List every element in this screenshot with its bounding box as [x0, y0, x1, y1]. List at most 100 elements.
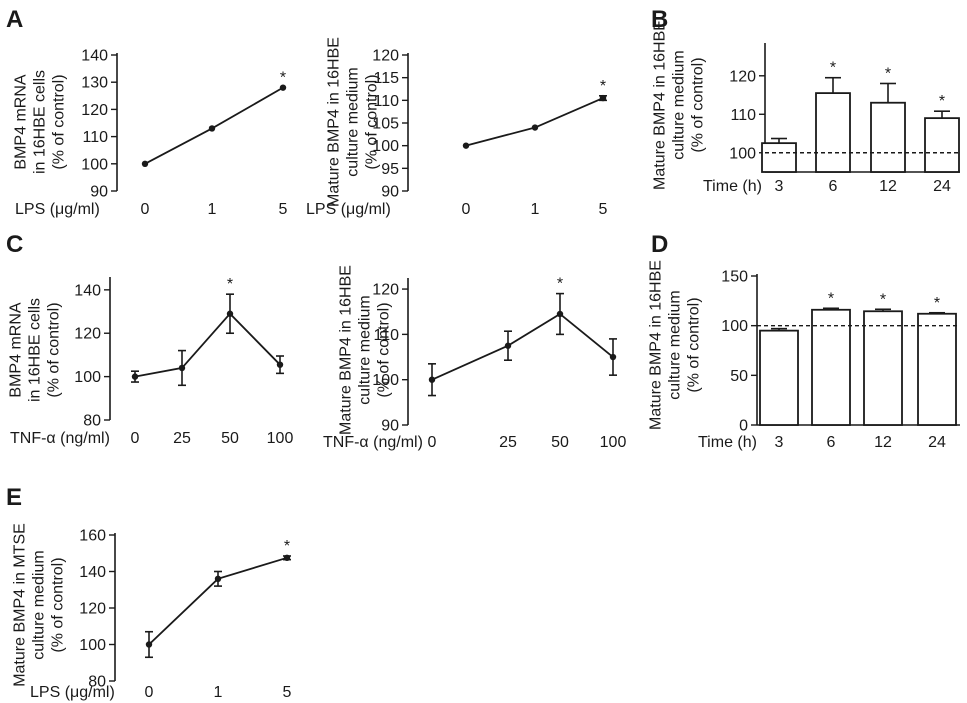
x-tick-label-d-12: 12	[874, 434, 892, 451]
x-tick-label-c2-25: 25	[499, 434, 517, 451]
data-point-c2-0	[428, 376, 436, 383]
bar-d-6	[811, 308, 851, 426]
y-axis-title-c2-line-2: culture medium	[357, 295, 374, 404]
data-point-e-1	[214, 575, 222, 582]
panel-label-b: B	[651, 6, 668, 33]
data-point-e-5	[283, 554, 291, 562]
x-tick-label-b-12: 12	[879, 178, 897, 195]
y-tick-label-a2-90: 90	[381, 184, 399, 201]
data-point-a2-5	[599, 94, 607, 102]
y-axis-title-e-line-1: Mature BMP4 in MTSE	[12, 523, 29, 687]
x-axis-title-d: Time (h)	[698, 434, 757, 451]
data-point-c2-100	[609, 353, 617, 361]
y-axis-title-d-line-1: Mature BMP4 in 16HBE	[648, 260, 665, 430]
bar-b-12	[870, 101, 906, 173]
significance-marker-a1-5: *	[280, 70, 286, 87]
x-tick-label-a2-1: 1	[531, 201, 540, 218]
significance-marker-b-24: *	[939, 93, 945, 110]
x-tick-label-c1-0: 0	[131, 430, 140, 447]
x-tick-label-c2-50: 50	[551, 434, 569, 451]
y-tick-label-a2-120: 120	[372, 48, 399, 65]
significance-marker-e-5: *	[284, 538, 290, 555]
y-tick-label-c2-110: 110	[373, 327, 399, 344]
x-tick-label-e-5: 5	[283, 684, 292, 701]
y-tick-label-d-50: 50	[730, 368, 748, 385]
y-axis-title-a2-line-2: culture medium	[345, 67, 362, 176]
data-point-a1-0	[141, 160, 149, 167]
y-tick-label-a1-90: 90	[90, 184, 108, 201]
significance-marker-a2-5: *	[600, 78, 606, 95]
data-point-a1-5	[279, 84, 287, 91]
y-tick-label-c1-80: 80	[83, 413, 101, 430]
y-axis-title-b-line-1: Mature BMP4 in 16HBE	[652, 20, 669, 190]
x-tick-label-a1-5: 5	[279, 201, 288, 218]
y-tick-label-d-150: 150	[721, 269, 748, 286]
y-tick-label-c1-140: 140	[74, 282, 101, 299]
significance-marker-b-12: *	[885, 65, 891, 82]
data-point-c2-25	[504, 342, 512, 349]
bar-b-3	[761, 142, 797, 173]
x-tick-label-c1-50: 50	[221, 430, 239, 447]
y-axis-title-d-line-2: culture medium	[667, 290, 684, 399]
y-tick-label-a1-130: 130	[81, 75, 108, 92]
y-tick-label-a2-95: 95	[381, 161, 399, 178]
significance-marker-d-12: *	[880, 291, 886, 308]
y-tick-label-d-0: 0	[739, 418, 748, 435]
data-point-c1-25	[178, 364, 186, 372]
significance-marker-b-6: *	[830, 60, 836, 77]
data-point-e-0	[145, 641, 153, 648]
bar-b-24	[924, 117, 960, 173]
y-tick-label-a2-100: 100	[372, 138, 399, 155]
x-axis-title-e: LPS (μg/ml)	[30, 684, 115, 701]
y-tick-label-d-100: 100	[721, 318, 748, 335]
y-axis-title-a2-line-1: Mature BMP4 in 16HBE	[326, 37, 343, 207]
y-axis-title-c1-line-1: BMP4 mRNA	[8, 302, 25, 397]
x-tick-label-c2-100: 100	[600, 434, 627, 451]
x-tick-label-a2-5: 5	[599, 201, 608, 218]
x-axis-title-a2: LPS (μg/ml)	[306, 201, 391, 218]
bar-d-24	[917, 312, 957, 426]
x-tick-label-a1-1: 1	[208, 201, 217, 218]
y-axis-title-a1-line-2: in 16HBE cells	[32, 70, 49, 174]
panel-label-e: E	[6, 484, 22, 511]
bar-d-3	[759, 329, 799, 426]
y-axis-title-c1-line-2: in 16HBE cells	[27, 298, 44, 402]
y-tick-label-a1-110: 110	[82, 129, 108, 146]
y-tick-label-c1-120: 120	[74, 326, 101, 343]
x-tick-label-e-0: 0	[145, 684, 154, 701]
bar-b-6	[815, 92, 851, 173]
y-axis-title-b-line-3: (% of control)	[690, 57, 707, 152]
series-line-a1	[144, 86, 284, 165]
x-tick-label-a1-0: 0	[141, 201, 150, 218]
significance-marker-d-24: *	[934, 295, 940, 312]
x-tick-label-d-24: 24	[928, 434, 946, 451]
y-tick-label-b-100: 100	[729, 145, 756, 162]
y-axis-title-b-line-2: culture medium	[671, 50, 688, 159]
series-line-a2	[465, 97, 604, 147]
series-line-c2	[431, 312, 614, 381]
data-point-c1-0	[131, 373, 139, 380]
x-axis-title-c1: TNF-α (ng/ml)	[10, 430, 110, 447]
x-axis-title-a1: LPS (μg/ml)	[15, 201, 100, 218]
y-axis-title-e-line-3: (% of control)	[50, 557, 67, 652]
y-tick-label-a2-105: 105	[372, 116, 399, 133]
data-point-c1-50	[226, 310, 234, 317]
y-axis-title-c2-line-1: Mature BMP4 in 16HBE	[338, 265, 355, 435]
x-tick-label-b-24: 24	[933, 178, 951, 195]
y-tick-label-a2-115: 115	[373, 70, 399, 87]
significance-marker-c1-50: *	[227, 276, 233, 293]
x-axis-title-c2: TNF-α (ng/ml)	[323, 434, 423, 451]
panel-label-d: D	[651, 231, 668, 258]
y-axis-title-c2-line-3: (% of control)	[376, 302, 393, 397]
y-tick-label-e-120: 120	[79, 601, 106, 618]
y-tick-label-e-80: 80	[88, 674, 106, 691]
data-point-a1-1	[208, 125, 216, 132]
series-line-c1	[134, 312, 281, 378]
y-axis-title-a1-line-3: (% of control)	[51, 74, 68, 169]
x-tick-label-c1-25: 25	[173, 430, 191, 447]
x-tick-label-b-6: 6	[829, 178, 838, 195]
y-tick-label-e-160: 160	[79, 528, 106, 545]
x-tick-label-c1-100: 100	[267, 430, 294, 447]
x-tick-label-d-6: 6	[827, 434, 836, 451]
